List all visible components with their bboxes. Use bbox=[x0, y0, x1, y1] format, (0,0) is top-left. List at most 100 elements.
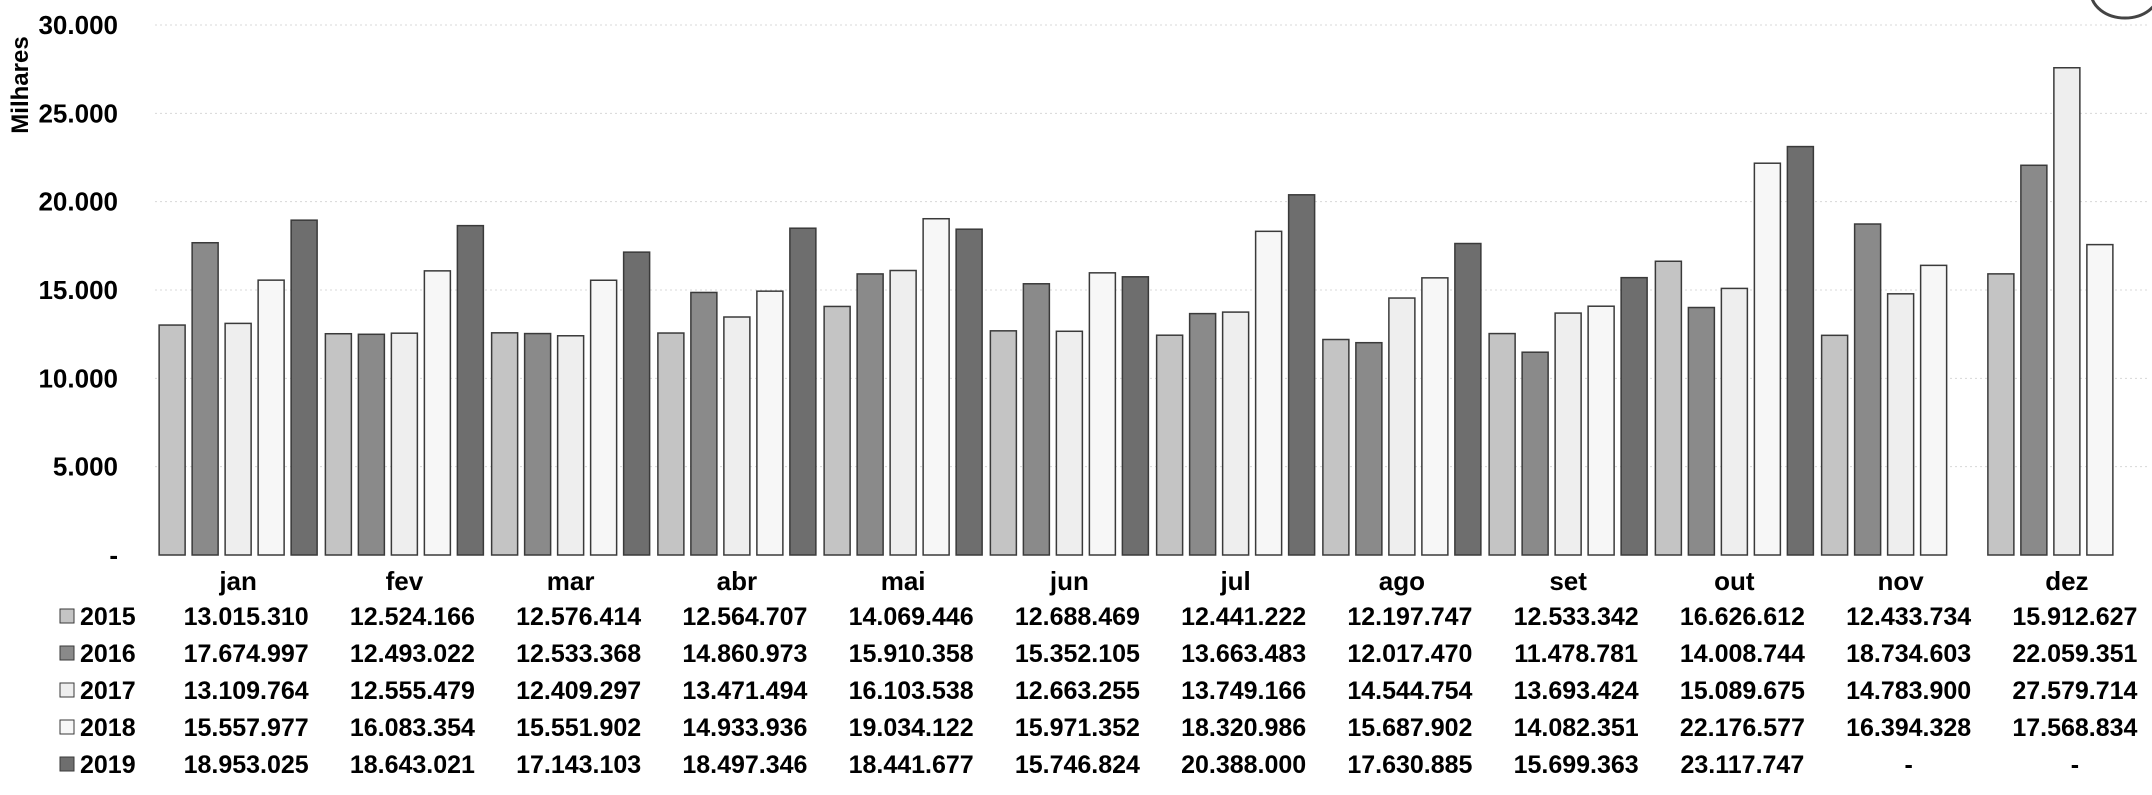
table-cell-2017-mar: 12.409.297 bbox=[516, 677, 641, 705]
bar-2015-out bbox=[1654, 260, 1683, 556]
bar-2017-mar bbox=[556, 335, 585, 556]
legend-swatch-2015 bbox=[59, 608, 75, 624]
bar-2015-ago bbox=[1322, 338, 1350, 556]
bar-2016-nov bbox=[1853, 223, 1882, 556]
legend-swatch-2018 bbox=[59, 719, 75, 735]
table-cell-2018-out: 22.176.577 bbox=[1680, 714, 1805, 742]
bar-2016-out bbox=[1687, 306, 1716, 556]
table-cell-2016-out: 14.008.744 bbox=[1680, 640, 1805, 668]
bar-2017-dez bbox=[2053, 67, 2081, 556]
category-label: jul bbox=[1219, 566, 1250, 596]
table-cell-2019-fev: 18.643.021 bbox=[350, 751, 475, 779]
bar-2018-set bbox=[1587, 305, 1615, 556]
table-cell-2015-mai: 14.069.446 bbox=[849, 603, 974, 631]
table-cell-2018-nov: 16.394.328 bbox=[1846, 714, 1971, 742]
category-label: jan bbox=[218, 566, 257, 596]
table-cell-2018-dez: 17.568.834 bbox=[2012, 714, 2137, 742]
category-label: jun bbox=[1049, 566, 1089, 596]
bar-2016-jun bbox=[1022, 283, 1051, 556]
table-cell-2017-nov: 14.783.900 bbox=[1846, 677, 1971, 705]
bar-2017-fev bbox=[390, 332, 419, 556]
table-cell-2019-mar: 17.143.103 bbox=[516, 751, 641, 779]
y-axis: - 5.000 10.000 15.000 20.000 25.000 30.000 bbox=[38, 10, 118, 570]
legend-swatch-2019 bbox=[59, 756, 75, 772]
category-label: fev bbox=[386, 566, 424, 596]
table-cell-2015-jul: 12.441.222 bbox=[1181, 603, 1306, 631]
table-cell-2016-mar: 12.533.368 bbox=[516, 640, 641, 668]
category-label: out bbox=[1714, 566, 1755, 596]
y-tick-label: 10.000 bbox=[38, 363, 118, 393]
bar-2017-jan bbox=[224, 322, 252, 556]
bar-2018-jan bbox=[257, 279, 285, 556]
bar-2016-set bbox=[1521, 351, 1549, 556]
bar-2017-abr bbox=[723, 316, 751, 556]
bar-2016-fev bbox=[357, 333, 386, 556]
table-cell-2019-jun: 15.746.824 bbox=[1015, 751, 1140, 779]
bar-2018-abr bbox=[756, 290, 784, 556]
y-tick-label: 30.000 bbox=[38, 10, 118, 40]
table-cell-2019-out: 23.117.747 bbox=[1681, 751, 1805, 779]
bar-2015-nov bbox=[1820, 334, 1849, 556]
y-tick-label: - bbox=[109, 540, 118, 570]
legend-label-2017: 2017 bbox=[80, 677, 136, 705]
table-cell-2017-jul: 13.749.166 bbox=[1181, 677, 1306, 705]
table-cell-2019-jan: 18.953.025 bbox=[184, 751, 309, 779]
table-cell-2019-abr: 18.497.346 bbox=[682, 751, 807, 779]
bar-2017-mai bbox=[889, 269, 917, 556]
table-cell-2018-fev: 16.083.354 bbox=[350, 714, 475, 742]
bar-2015-mai bbox=[823, 305, 851, 556]
bar-2019-ago bbox=[1454, 242, 1482, 556]
bar-2019-jun bbox=[1121, 276, 1150, 556]
legend-label-2019: 2019 bbox=[80, 751, 136, 779]
bar-2017-jul bbox=[1221, 311, 1250, 556]
category-label: dez bbox=[2045, 566, 2088, 596]
table-cell-2017-dez: 27.579.714 bbox=[2012, 677, 2137, 705]
table-cell-2017-ago: 14.544.754 bbox=[1347, 677, 1472, 705]
data-table: 2015 13.015.310 12.524.166 12.576.414 12.564… bbox=[59, 603, 2138, 779]
bar-2019-mai bbox=[955, 228, 983, 556]
bar-2016-ago bbox=[1355, 341, 1383, 556]
table-cell-2017-jun: 12.663.255 bbox=[1015, 677, 1140, 705]
legend-swatch-2016 bbox=[59, 645, 75, 661]
bar-2019-jul bbox=[1287, 194, 1316, 556]
y-axis-label: Milhares bbox=[7, 36, 34, 133]
bar-2015-jan bbox=[158, 324, 186, 556]
table-cell-2019-set: 15.699.363 bbox=[1514, 751, 1639, 779]
table-cell-2019-ago: 17.630.885 bbox=[1347, 751, 1472, 779]
bar-2016-jan bbox=[191, 241, 219, 556]
table-cell-2016-dez: 22.059.351 bbox=[2012, 640, 2137, 668]
table-cell-2015-mar: 12.576.414 bbox=[516, 603, 641, 631]
category-label: mar bbox=[547, 566, 595, 596]
category-labels: jan fev mar abr mai jun jul ago set out nov dez bbox=[218, 566, 2088, 596]
table-cell-2017-jan: 13.109.764 bbox=[184, 677, 309, 705]
bar-2017-out bbox=[1720, 287, 1749, 556]
table-cell-2015-fev: 12.524.166 bbox=[350, 603, 475, 631]
legend-swatch-2017 bbox=[59, 682, 75, 698]
bar-2019-out bbox=[1786, 145, 1815, 556]
table-cell-2015-nov: 12.433.734 bbox=[1846, 603, 1971, 631]
bar-2018-dez bbox=[2086, 243, 2114, 556]
table-cell-2017-fev: 12.555.479 bbox=[350, 677, 475, 705]
bar-2015-jul bbox=[1155, 334, 1184, 556]
table-cell-2015-abr: 12.564.707 bbox=[682, 603, 807, 631]
bar-2016-mai bbox=[856, 273, 884, 556]
bar-2016-abr bbox=[690, 291, 718, 556]
table-cell-2018-mai: 19.034.122 bbox=[849, 714, 974, 742]
table-cell-2015-jan: 13.015.310 bbox=[184, 603, 309, 631]
table-cell-2017-abr: 13.471.494 bbox=[682, 677, 807, 705]
y-tick-label: 20.000 bbox=[38, 187, 118, 217]
legend-label-2018: 2018 bbox=[80, 714, 136, 742]
table-cell-2018-jul: 18.320.986 bbox=[1181, 714, 1306, 742]
table-cell-2016-fev: 12.493.022 bbox=[350, 640, 475, 668]
bar-2018-mar bbox=[589, 279, 618, 556]
category-label: set bbox=[1549, 566, 1587, 596]
table-cell-2016-jun: 15.352.105 bbox=[1015, 640, 1140, 668]
category-label: nov bbox=[1878, 566, 1925, 596]
bar-2018-mai bbox=[922, 217, 950, 556]
table-cell-2018-mar: 15.551.902 bbox=[516, 714, 641, 742]
bar-2015-set bbox=[1488, 332, 1516, 556]
y-tick-label: 5.000 bbox=[53, 452, 118, 482]
table-cell-2017-mai: 16.103.538 bbox=[849, 677, 974, 705]
table-cell-2016-ago: 12.017.470 bbox=[1347, 640, 1472, 668]
